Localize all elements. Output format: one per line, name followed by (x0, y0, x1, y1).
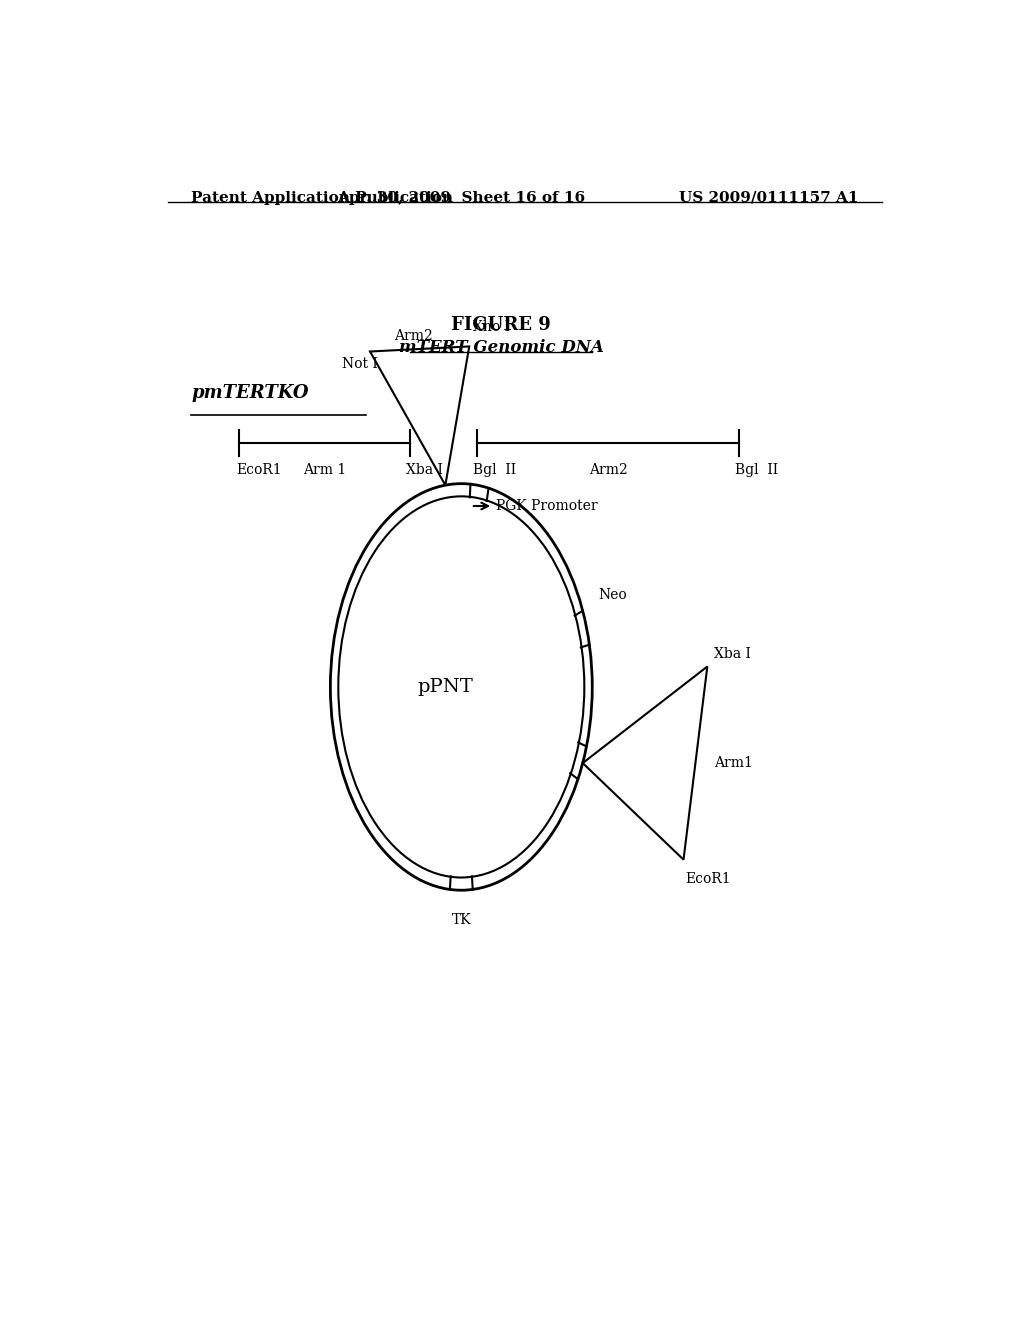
Text: EcoR1: EcoR1 (237, 463, 283, 478)
Text: pPNT: pPNT (418, 678, 473, 696)
Text: mTERT Genomic DNA: mTERT Genomic DNA (398, 339, 603, 356)
Text: Patent Application Publication: Patent Application Publication (191, 191, 454, 205)
Text: FIGURE 9: FIGURE 9 (452, 315, 551, 334)
Text: Arm1: Arm1 (714, 756, 753, 770)
Text: Arm2: Arm2 (589, 463, 628, 478)
Text: US 2009/0111157 A1: US 2009/0111157 A1 (679, 191, 858, 205)
Text: Arm2: Arm2 (394, 330, 432, 343)
Text: Neo: Neo (599, 589, 628, 602)
Text: Xba I: Xba I (406, 463, 442, 478)
Text: Apr. 30, 2009  Sheet 16 of 16: Apr. 30, 2009 Sheet 16 of 16 (337, 191, 586, 205)
Text: Arm 1: Arm 1 (303, 463, 346, 478)
Text: Not I: Not I (342, 356, 378, 371)
Text: Xba I: Xba I (714, 647, 751, 661)
Text: pmTERTKO: pmTERTKO (191, 384, 309, 403)
Text: Xho I: Xho I (473, 321, 510, 334)
Text: EcoR1: EcoR1 (685, 871, 731, 886)
Text: Bgl  II: Bgl II (473, 463, 516, 478)
Text: PGK Promoter: PGK Promoter (497, 499, 598, 513)
Text: Bgl  II: Bgl II (735, 463, 778, 478)
Text: TK: TK (452, 912, 471, 927)
